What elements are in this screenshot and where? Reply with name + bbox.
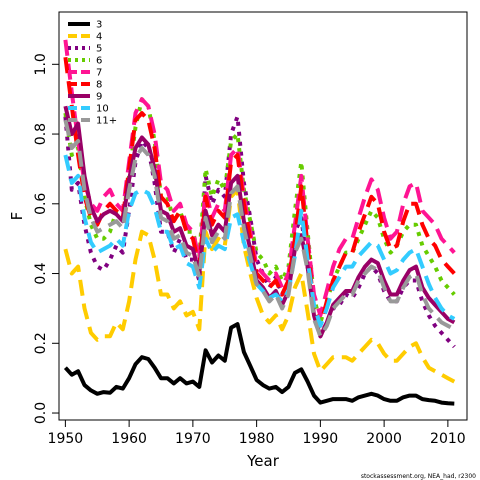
legend-label: 9	[96, 92, 102, 103]
y-axis-title: F	[8, 212, 26, 221]
legend-label: 4	[96, 32, 102, 43]
series-line-11plus	[63, 119, 456, 339]
y-tick-label: 0.6	[33, 193, 49, 215]
y-tick-label: 0.4	[33, 262, 49, 284]
legend-label: 7	[96, 68, 102, 79]
y-tick-label: 0.8	[33, 123, 49, 145]
x-tick-label: 1950	[48, 431, 84, 447]
series-layer	[63, 39, 456, 406]
legend-label: 8	[96, 80, 102, 91]
x-tick-label: 1970	[175, 431, 211, 447]
axes-layer: 1950 1960 1970 1980 1990 2000 2010 0.0 0.2 0.4 0.6…	[33, 53, 466, 447]
x-tick-label: 2010	[430, 431, 466, 447]
x-tick-label: 2000	[366, 431, 402, 447]
series-line-4	[63, 187, 456, 384]
legend-label: 3	[96, 20, 102, 31]
legend-label: 10	[96, 104, 109, 115]
x-tick-label: 1960	[111, 431, 147, 447]
plot-frame	[58, 11, 468, 421]
series-line-10	[63, 154, 456, 328]
credit-text: stockassessment.org, NEA_had, r2300	[361, 473, 476, 480]
y-tick-label: 0.0	[33, 402, 49, 424]
series-line-8	[63, 57, 456, 328]
x-axis-title: Year	[246, 452, 280, 470]
legend-label: 6	[96, 56, 102, 67]
y-tick-label: 1.0	[33, 53, 49, 75]
x-tick-label: 1980	[239, 431, 275, 447]
y-tick-label: 0.2	[33, 332, 49, 354]
legend-label: 5	[96, 44, 102, 55]
legend-label: 11+	[96, 116, 117, 127]
series-line-9	[63, 105, 456, 339]
series-line-3	[63, 322, 455, 406]
series-line-7	[63, 39, 456, 318]
x-tick-label: 1990	[303, 431, 339, 447]
